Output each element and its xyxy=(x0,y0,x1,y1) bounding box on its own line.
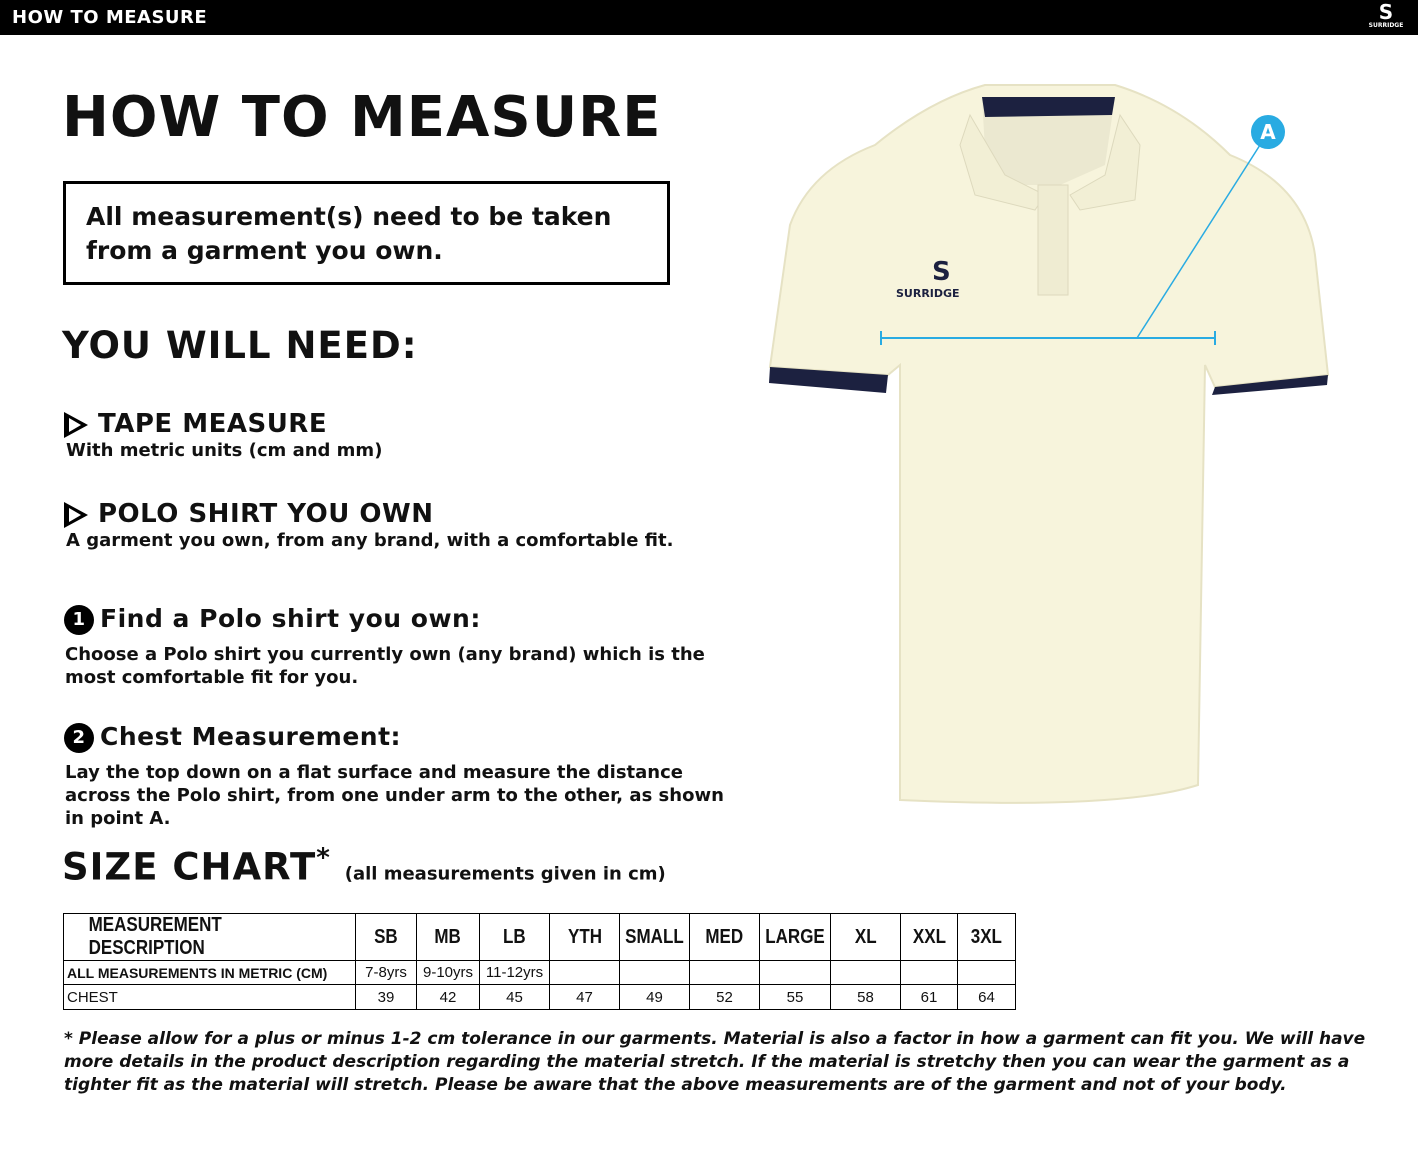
table-cell: CHEST xyxy=(63,984,356,1010)
table-header: SB xyxy=(355,913,417,961)
collar-trim xyxy=(982,97,1115,117)
table-cell: 49 xyxy=(619,984,690,1010)
step-desc: Lay the top down on a flat surface and m… xyxy=(65,762,724,829)
table-cell: 45 xyxy=(479,984,550,1010)
table-cell xyxy=(689,960,760,985)
size-chart-heading: SIZE CHART* (all measurements given in c… xyxy=(62,843,666,889)
step-title: Find a Polo shirt you own: xyxy=(100,604,481,633)
table-cell: ALL MEASUREMENTS IN METRIC (CM) xyxy=(63,960,356,985)
need-title: TAPE MEASURE xyxy=(98,409,328,439)
need-item: TAPE MEASURE With metric units (cm and m… xyxy=(64,406,382,462)
step-number-icon: 1 xyxy=(64,605,94,635)
step-1: 1 Find a Polo shirt you own: Choose a Pol… xyxy=(64,604,744,689)
size-chart-table: MEASUREMENT DESCRIPTION SB MB LB YTH SMA… xyxy=(63,913,1016,1010)
step-title: Chest Measurement: xyxy=(100,722,402,751)
table-cell: 58 xyxy=(830,984,901,1010)
table-header: LARGE xyxy=(759,913,831,961)
shirt-logo-s: S xyxy=(932,257,951,287)
table-cell xyxy=(759,960,831,985)
table-cell xyxy=(619,960,690,985)
need-heading: YOU WILL NEED: xyxy=(62,324,418,367)
collar-left xyxy=(959,113,1046,211)
table-header: MED xyxy=(689,913,760,961)
table-cell: 55 xyxy=(759,984,831,1010)
step-desc: Choose a Polo shirt you currently own (a… xyxy=(65,644,705,688)
top-bar: HOW TO MEASURE S SURRIDGE xyxy=(0,0,1418,35)
table-cell: 47 xyxy=(549,984,620,1010)
table-header: MEASUREMENT DESCRIPTION xyxy=(63,913,356,961)
note-box: All measurement(s) need to be taken from… xyxy=(63,181,670,285)
triangle-icon xyxy=(64,412,88,438)
step-number-icon: 2 xyxy=(64,723,94,753)
polo-shirt-diagram: S SURRIDGE A xyxy=(768,84,1330,804)
sleeve-trim-right xyxy=(1212,375,1328,395)
table-header: XL xyxy=(830,913,901,961)
table-cell: 61 xyxy=(900,984,958,1010)
table-cell xyxy=(900,960,958,985)
table-cell: 9-10yrs xyxy=(416,960,480,985)
header-title: HOW TO MEASURE xyxy=(12,7,208,28)
need-desc: A garment you own, from any brand, with … xyxy=(66,530,674,551)
table-header: MB xyxy=(416,913,480,961)
table-cell: 39 xyxy=(355,984,417,1010)
need-item: POLO SHIRT YOU OWN A garment you own, fr… xyxy=(64,496,673,552)
table-header: SMALL xyxy=(619,913,690,961)
placket xyxy=(1037,184,1069,296)
page-title: HOW TO MEASURE xyxy=(62,85,662,150)
table-cell: 52 xyxy=(689,984,760,1010)
table-row: ALL MEASUREMENTS IN METRIC (CM) 7-8yrs 9… xyxy=(63,960,1016,985)
shirt-logo-text: SURRIDGE xyxy=(896,287,960,300)
pointer-line xyxy=(1136,144,1261,339)
table-cell: 42 xyxy=(416,984,480,1010)
table-cell: 11-12yrs xyxy=(479,960,550,985)
table-cell: 64 xyxy=(957,984,1016,1010)
table-cell xyxy=(549,960,620,985)
need-desc: With metric units (cm and mm) xyxy=(66,440,383,461)
triangle-icon xyxy=(64,502,88,528)
table-cell xyxy=(957,960,1016,985)
collar-right xyxy=(1069,113,1141,211)
size-chart-subtitle: (all measurements given in cm) xyxy=(344,863,666,885)
point-a-marker xyxy=(1251,115,1285,149)
table-header: XXL xyxy=(900,913,958,961)
step-2: 2 Chest Measurement: Lay the top down on … xyxy=(64,722,744,830)
sleeve-trim-left xyxy=(769,367,888,393)
shirt-body xyxy=(768,84,1330,804)
table-cell xyxy=(830,960,901,985)
table-header: YTH xyxy=(549,913,620,961)
table-cell: 7-8yrs xyxy=(355,960,417,985)
need-title: POLO SHIRT YOU OWN xyxy=(98,499,434,529)
table-row: CHEST 39 42 45 47 49 52 55 58 61 64 xyxy=(63,984,1016,1010)
table-header: LB xyxy=(479,913,550,961)
table-header-row: MEASUREMENT DESCRIPTION SB MB LB YTH SMA… xyxy=(63,913,1016,961)
table-header: 3XL xyxy=(957,913,1016,961)
collar-inner xyxy=(982,97,1115,185)
footnote: * Please allow for a plus or minus 1-2 c… xyxy=(64,1029,1366,1095)
point-a-label: A xyxy=(1260,120,1276,144)
brand-logo: S SURRIDGE xyxy=(1368,0,1404,29)
